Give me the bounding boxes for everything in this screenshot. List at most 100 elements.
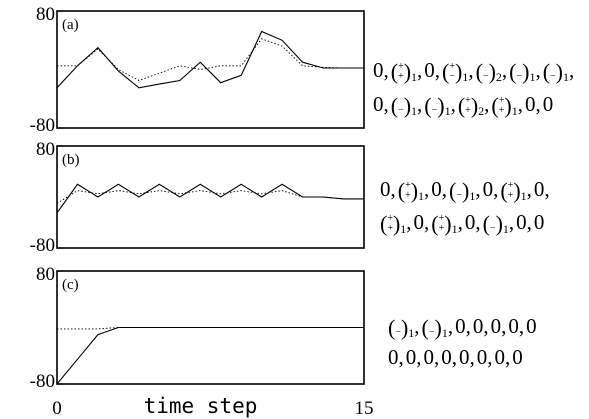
sequence-row: ( −)1,( −)1,0,0,0,0,0 <box>388 314 537 345</box>
sequence-zero: 0 <box>455 314 466 338</box>
sequence-symbol: ( −)1 <box>542 59 569 85</box>
chart-panel-1: 80 -80 (a) <box>30 4 365 136</box>
sequence-separator: , <box>383 58 389 82</box>
sequence-symbol: (+ +)2 <box>457 93 485 119</box>
sequence-zero: 0 <box>459 345 470 369</box>
sequence-separator: , <box>406 210 412 234</box>
sequence-separator: , <box>501 58 508 82</box>
sequence-zero: 0 <box>490 314 502 338</box>
sequence-symbol: ( −)1 <box>388 315 415 341</box>
sequence-zero: 0 <box>482 177 494 201</box>
sequence-separator: , <box>434 345 440 369</box>
sequence-row: 0,0,0,0,0,0,0,0 <box>388 345 523 369</box>
sequence-separator: , <box>434 58 441 82</box>
sequence-zero: 0 <box>533 210 545 234</box>
sequence-row: 0,( −)1,( −)1,(+ +)2,(+ +)1,0,0 <box>373 92 553 123</box>
sequence-separator: , <box>475 210 481 234</box>
sequence-separator: , <box>390 177 396 201</box>
sequence-zero: 0 <box>476 345 488 369</box>
sequence-separator: , <box>414 314 420 338</box>
sequence-separator: , <box>517 92 523 116</box>
sequence-symbol: ( −)1 <box>390 93 418 119</box>
series-line-dotted <box>57 327 364 330</box>
sequence-zero: 0 <box>526 314 537 338</box>
sequence-zero: 0 <box>542 92 554 116</box>
y-tick-label: -80 <box>30 115 55 136</box>
sequence-zero: 0 <box>388 345 399 369</box>
series-line-dotted <box>57 38 364 81</box>
panel-label: (c) <box>62 277 79 293</box>
series-line-solid <box>56 30 364 89</box>
sequence-zero: 0 <box>373 92 384 116</box>
sequence-zero: 0 <box>472 314 484 338</box>
sequence-separator: , <box>468 58 474 82</box>
sequence-symbol: (+ +)1 <box>500 178 527 204</box>
sequence-symbol: ( −)1 <box>509 59 536 85</box>
sequence-zero: 0 <box>464 210 476 234</box>
chart-panel-3: 80 -80 (c) 0 15 time step <box>30 264 374 419</box>
sequence-separator: , <box>518 314 525 338</box>
sequence-zero: 0 <box>405 345 417 369</box>
sequence-separator: , <box>447 314 454 338</box>
x-tick-label: 15 <box>355 398 374 419</box>
sequence-separator: , <box>441 177 448 201</box>
sequence-separator: , <box>505 345 511 369</box>
plot-frame <box>56 145 365 249</box>
sequence-separator: , <box>535 58 541 82</box>
sequence-separator: , <box>398 345 404 369</box>
sequence-separator: , <box>526 177 532 201</box>
chart-panel-2: 80 -80 (b) <box>30 139 365 256</box>
x-tick-label: 0 <box>52 398 62 419</box>
y-tick-label: 80 <box>36 139 55 160</box>
sequence-separator: , <box>487 345 493 369</box>
sequence-separator: , <box>484 92 490 116</box>
plot-frame <box>56 10 365 129</box>
sequence-separator: , <box>417 58 423 82</box>
sequence-separator: , <box>457 210 463 234</box>
sequence-separator: , <box>483 314 489 338</box>
sequence-zero: 0 <box>373 58 384 82</box>
sequence-separator: , <box>417 92 423 116</box>
y-tick-label: -80 <box>30 235 55 256</box>
sequence-symbol: (+ +)1 <box>380 211 407 237</box>
sequence-symbol: (+ +)1 <box>491 93 518 119</box>
sequence-separator: , <box>535 92 541 116</box>
sequence-zero: 0 <box>424 58 435 82</box>
panel-label: (b) <box>62 152 80 168</box>
sequence-separator: , <box>465 314 471 338</box>
sequence-separator: , <box>508 210 515 234</box>
y-tick-label: -80 <box>30 371 55 392</box>
sequence-zero: 0 <box>423 345 435 369</box>
series-line-solid <box>56 326 364 385</box>
sequence-row: (+ +)1,0,(+ +)1,0,( −)1,0,0 <box>380 210 544 241</box>
sequence-separator: , <box>469 345 475 369</box>
sequence-separator: , <box>424 210 430 234</box>
sequence-separator: , <box>383 92 389 116</box>
sequence-separator: , <box>493 177 499 201</box>
sequence-separator: , <box>424 177 430 201</box>
sequence-separator: , <box>526 210 532 234</box>
sequence-zero: 0 <box>524 92 536 116</box>
sequence-separator: , <box>544 177 550 201</box>
sequence-zero: 0 <box>494 345 506 369</box>
sequence-separator: , <box>475 177 481 201</box>
sequence-zero: 0 <box>508 314 519 338</box>
series-line-dotted <box>56 190 364 204</box>
sequence-symbol: (+ −)1 <box>442 59 469 85</box>
sequence-symbol: ( −)1 <box>482 211 509 237</box>
sequence-symbol: (+ +)1 <box>390 59 418 85</box>
sequence-row: 0,(+ +)1,0,(+ −)1,( −)2,( −)1,( −)1, <box>373 58 576 89</box>
sequence-symbol: ( −)1 <box>449 178 476 204</box>
x-axis-label: time step <box>144 394 258 418</box>
sequence-symbol: ( −)2 <box>475 59 502 85</box>
sequence-zero: 0 <box>413 210 425 234</box>
sequence-separator: , <box>416 345 422 369</box>
sequence-zero: 0 <box>516 210 527 234</box>
series-line-solid <box>56 183 364 214</box>
sequence-zero: 0 <box>441 345 452 369</box>
panel-label: (a) <box>62 17 79 33</box>
sequence-separator: , <box>451 345 457 369</box>
sequence-zero: 0 <box>380 177 391 201</box>
sequence-zero: 0 <box>431 177 442 201</box>
